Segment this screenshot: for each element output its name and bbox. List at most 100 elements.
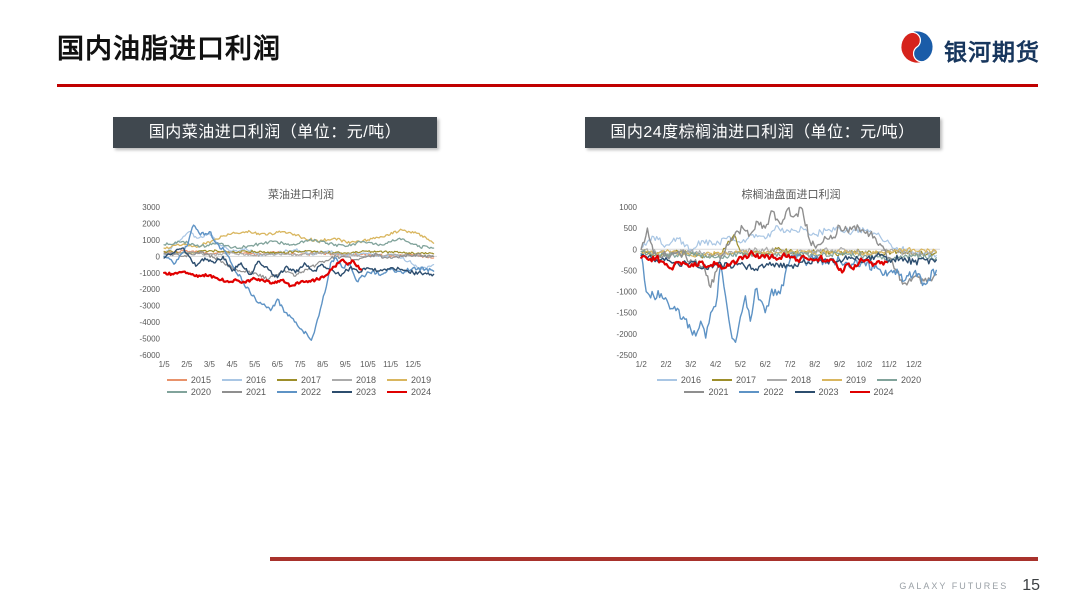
x-tick-label: 10/2: [857, 360, 873, 369]
x-tick-label: 3/2: [685, 360, 697, 369]
legend-swatch-2021: [684, 391, 705, 393]
legend-swatch-2015: [166, 379, 187, 381]
legend-item-2017: 2017: [711, 375, 756, 385]
series-line-2022: [640, 252, 937, 344]
y-tick-label: -3000: [140, 302, 161, 311]
footer: GALAXY FUTURES 15: [899, 577, 1040, 595]
series-line-2017: [163, 249, 435, 255]
y-tick-label: -6000: [140, 351, 161, 360]
x-tick-label: 6/2: [760, 360, 772, 369]
x-tick-label: 2/2: [660, 360, 672, 369]
x-tick-label: 2/5: [181, 360, 193, 369]
chart-title-palm: 棕榈油盘面进口利润: [741, 189, 841, 201]
legend-item-2019: 2019: [387, 375, 431, 385]
legend-label-2020: 2020: [190, 387, 211, 397]
legend-label-2023: 2023: [356, 387, 377, 397]
series-line-2023: [640, 252, 937, 272]
x-tick-label: 4/2: [710, 360, 722, 369]
x-tick-label: 1/5: [159, 360, 171, 369]
y-tick-label: 0: [633, 245, 638, 254]
y-tick-label: 1000: [142, 236, 160, 245]
legend-item-2023: 2023: [794, 387, 839, 397]
legend-item-2024: 2024: [849, 387, 894, 397]
legend-label-2018: 2018: [790, 375, 812, 385]
x-tick-label: 10/5: [360, 360, 376, 369]
legend-item-2022: 2022: [739, 387, 784, 397]
legend-item-2018: 2018: [332, 375, 376, 385]
rapeseed-oil-legend: 2015 2016 2017 2018 2019 2020 2021 2022 2023 2024: [133, 375, 445, 397]
chart-title-rapeseed: 菜油进口利润: [268, 189, 334, 201]
legend-swatch-2023: [794, 391, 815, 393]
y-tick-label: -1500: [617, 309, 638, 318]
x-tick-label: 9/5: [340, 360, 352, 369]
series-line-2024: [640, 250, 888, 274]
series-line-2016: [640, 225, 937, 258]
legend-label-2017: 2017: [300, 375, 322, 385]
legend-item-2018: 2018: [766, 375, 812, 385]
footer-brand: GALAXY FUTURES: [899, 581, 1009, 591]
palm-oil-legend: 2016 2017 2018 2019 2020 2021 2022 2023 2024: [610, 375, 948, 397]
legend-swatch-2016: [221, 379, 242, 381]
page-number: 15: [1022, 577, 1040, 594]
y-tick-label: 2000: [142, 219, 160, 228]
legend-label-2024: 2024: [411, 387, 432, 397]
series-line-2023: [163, 247, 435, 279]
x-tick-label: 12/2: [906, 360, 922, 369]
y-tick-label: -2500: [617, 351, 638, 360]
legend-item-2024: 2024: [387, 387, 431, 397]
y-tick-label: 3000: [142, 203, 160, 212]
x-tick-label: 6/5: [272, 360, 284, 369]
x-tick-label: 7/2: [784, 360, 796, 369]
x-tick-label: 1/2: [636, 360, 648, 369]
x-tick-label: 11/5: [383, 360, 399, 369]
legend-swatch-2022: [276, 391, 297, 393]
legend-label-2017: 2017: [735, 375, 756, 385]
title-underline: [57, 84, 1038, 87]
legend-swatch-2021: [221, 391, 242, 393]
legend-item-2017: 2017: [276, 375, 322, 385]
palm-oil-chart: 棕榈油盘面进口利润 1000 500 0 -500 -1000 -1500 -2000 -25…: [610, 186, 948, 397]
y-tick-label: -500: [621, 266, 638, 275]
x-tick-label: 11/2: [882, 360, 898, 369]
x-tick-label: 8/5: [317, 360, 329, 369]
legend-swatch-2019: [822, 379, 843, 381]
legend-item-2016: 2016: [656, 375, 701, 385]
page-title: 国内油脂进口利润: [57, 34, 281, 64]
panel-header-rapeseed-oil: 国内菜油进口利润（单位：元/吨）: [113, 117, 437, 148]
series-line-2020: [163, 237, 435, 250]
x-tick-label: 5/5: [249, 360, 261, 369]
x-tick-label: 12/5: [405, 360, 421, 369]
legend-label-2016: 2016: [680, 375, 701, 385]
legend-swatch-2019: [387, 379, 408, 381]
company-name: 银河期货: [944, 38, 1040, 65]
y-tick-label: -1000: [140, 269, 161, 278]
series-line-2024: [163, 258, 363, 288]
legend-item-2019: 2019: [822, 375, 866, 385]
legend-label-2022: 2022: [300, 387, 322, 397]
y-tick-label: -4000: [140, 318, 161, 327]
legend-swatch-2017: [276, 379, 297, 381]
legend-swatch-2017: [711, 379, 732, 381]
legend-label-2024: 2024: [873, 387, 894, 397]
panel-header-palm-oil: 国内24度棕榈油进口利润（单位：元/吨）: [585, 117, 940, 148]
legend-item-2021: 2021: [684, 387, 728, 397]
legend-item-2015: 2015: [166, 375, 211, 385]
legend-swatch-2024: [849, 391, 870, 393]
legend-swatch-2023: [332, 391, 353, 393]
legend-swatch-2022: [739, 391, 760, 393]
bottom-accent-bar: [270, 557, 1038, 561]
legend-swatch-2018: [332, 379, 353, 381]
y-tick-label: 1000: [619, 203, 637, 212]
legend-item-2022: 2022: [276, 387, 322, 397]
rapeseed-oil-chart: 菜油进口利润 3000 2000 1000 0 -1000 -2000 -3000 -4000…: [133, 186, 445, 397]
x-tick-label: 9/2: [834, 360, 846, 369]
legend-label-2023: 2023: [818, 387, 839, 397]
legend-label-2022: 2022: [763, 387, 784, 397]
legend-swatch-2024: [387, 391, 408, 393]
rapeseed-oil-plot: 3000 2000 1000 0 -1000 -2000 -3000 -4000 -5000 -6…: [140, 203, 437, 369]
legend-label-2021: 2021: [245, 387, 266, 397]
y-tick-label: -5000: [140, 335, 161, 344]
legend-label-2020: 2020: [901, 375, 922, 385]
legend-label-2019: 2019: [411, 375, 432, 385]
